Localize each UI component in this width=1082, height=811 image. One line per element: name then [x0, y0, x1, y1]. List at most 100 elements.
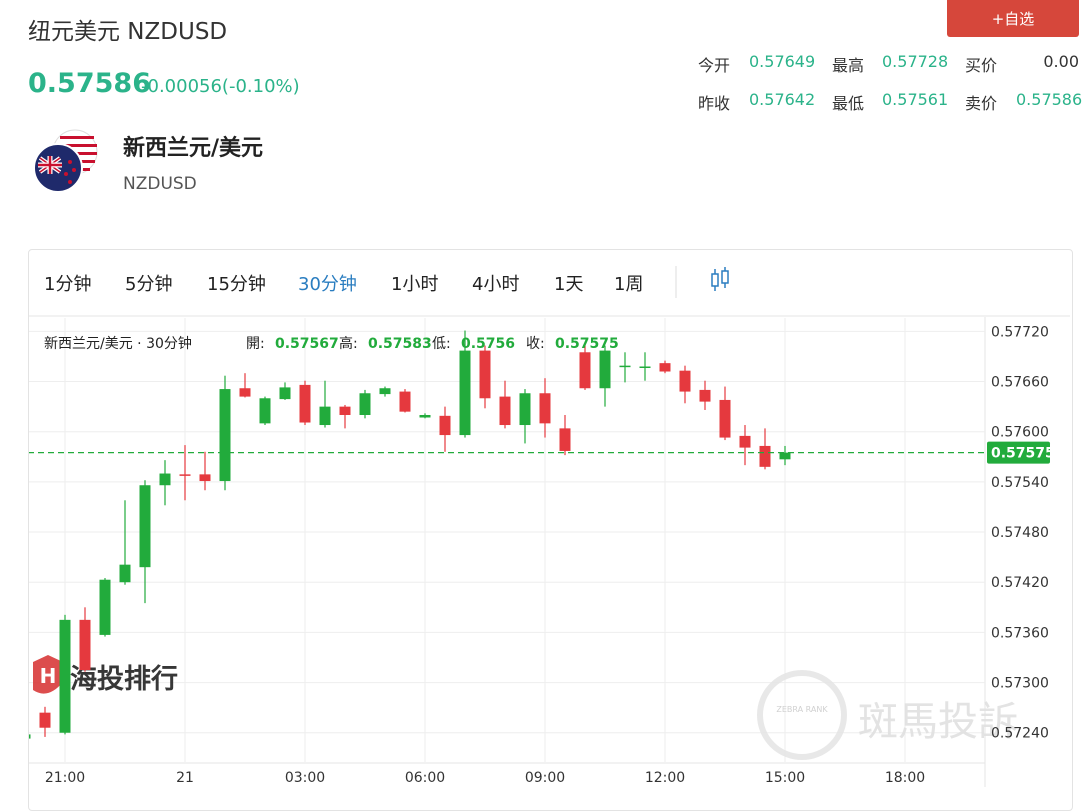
quote-label: 最高	[832, 56, 865, 75]
candlestick-chart: H 海投排行 ZEBRA RANK 斑馬投訴 新西兰元/美元 · 30分钟 開: 0…	[29, 315, 1070, 787]
chart-type-button[interactable]	[674, 266, 734, 298]
instrument-code: NZDUSD	[123, 174, 197, 194]
candle-body	[259, 398, 271, 424]
candle-body	[159, 473, 171, 486]
candle-body	[59, 619, 71, 733]
candle-body	[199, 474, 211, 482]
legend-value: 0.57567	[275, 336, 339, 352]
candle-body	[539, 393, 551, 424]
x-tick-label: 15:00	[765, 770, 805, 786]
legend-title: 新西兰元/美元 · 30分钟	[44, 335, 192, 352]
candle-body	[599, 350, 611, 389]
watermark-right: 斑馬投訴	[858, 699, 1018, 745]
interval-tab[interactable]: 1天	[554, 274, 584, 295]
last-price-label: 0.57575	[991, 446, 1055, 462]
candle-body	[79, 619, 91, 671]
candle-body	[479, 350, 491, 399]
candle-body	[619, 365, 631, 368]
candle-body	[179, 474, 191, 476]
logo-letter: H	[40, 664, 57, 688]
interval-tab[interactable]: 1周	[614, 274, 644, 295]
y-tick-label: 0.57240	[991, 726, 1049, 742]
candle-body	[29, 734, 31, 739]
x-tick-label: 12:00	[645, 770, 685, 786]
candle-body	[339, 406, 351, 415]
candle-body	[319, 406, 331, 426]
quote-label: 今开	[698, 56, 731, 75]
interval-tab[interactable]: 5分钟	[125, 274, 173, 295]
candle-body	[459, 350, 471, 436]
y-tick-label: 0.57540	[991, 475, 1049, 491]
interval-tab[interactable]: 30分钟	[298, 274, 357, 295]
candle-body	[119, 564, 131, 583]
candle-body	[679, 370, 691, 392]
x-tick-label: 03:00	[285, 770, 325, 786]
quote-value: 0.57642	[749, 90, 816, 109]
y-tick-label: 0.57720	[991, 324, 1049, 340]
y-tick-label: 0.57600	[991, 425, 1049, 441]
candle-body	[499, 396, 511, 426]
x-tick-label: 06:00	[405, 770, 445, 786]
watermark-badge	[757, 670, 847, 760]
legend-value: 0.57575	[555, 336, 619, 352]
instrument-name: 新西兰元/美元	[123, 136, 264, 161]
candle-body	[359, 393, 371, 415]
quote-value: 0.57649	[749, 52, 816, 71]
flag-icon	[33, 129, 98, 193]
candle-body	[739, 435, 751, 448]
candle-body	[39, 712, 51, 728]
candle-body	[719, 399, 731, 438]
candle-body	[639, 366, 651, 368]
candle-body	[399, 391, 411, 412]
legend-key: 高:	[339, 335, 358, 352]
y-tick-label: 0.57480	[991, 525, 1049, 541]
candle-body	[379, 388, 391, 395]
legend-value: 0.57583	[368, 336, 432, 352]
interval-tab[interactable]: 1小时	[391, 274, 439, 295]
candle-body	[519, 393, 531, 426]
x-tick-label: 09:00	[525, 770, 565, 786]
candle-body	[659, 363, 671, 372]
quote-label: 昨收	[698, 94, 731, 113]
quote-label: 买价	[965, 56, 998, 75]
last-price: 0.57586	[28, 68, 151, 99]
candle-body	[139, 485, 151, 568]
page-title: 纽元美元 NZDUSD	[28, 19, 228, 45]
candle-body	[219, 389, 231, 482]
interval-tab[interactable]: 4小时	[472, 274, 520, 295]
price-change: -0.00056(-0.10%)	[141, 76, 300, 97]
legend-key: 開:	[246, 336, 265, 352]
candle-body	[779, 452, 791, 460]
candle-body	[279, 387, 291, 400]
candle-body	[239, 388, 251, 397]
x-tick-label: 21	[176, 770, 194, 786]
quote-value: 0.00	[1043, 52, 1079, 71]
candle-body	[559, 428, 571, 451]
y-tick-label: 0.57420	[991, 575, 1049, 591]
interval-tab[interactable]: 15分钟	[207, 274, 266, 295]
x-tick-label: 18:00	[885, 770, 925, 786]
y-tick-label: 0.57300	[991, 676, 1049, 692]
candle-body	[759, 445, 771, 467]
interval-tab[interactable]: 1分钟	[44, 274, 92, 295]
legend-key: 收:	[526, 336, 545, 352]
candle-body	[579, 352, 591, 389]
y-tick-label: 0.57660	[991, 375, 1049, 391]
x-tick-label: 21:00	[45, 770, 85, 786]
y-tick-label: 0.57360	[991, 625, 1049, 641]
candle-body	[99, 579, 111, 635]
add-watchlist-button[interactable]: +自选	[947, 0, 1079, 37]
legend-value: 0.5756	[461, 336, 515, 352]
quote-value: 0.57586	[1016, 90, 1082, 109]
candle-body	[439, 415, 451, 436]
quote-value: 0.57728	[882, 52, 949, 71]
page: 纽元美元 NZDUSD 0.57586 -0.00056(-0.10%) +自选…	[28, 0, 1082, 811]
candle-body	[419, 414, 431, 418]
logo-shield	[33, 655, 63, 694]
quote-label: 最低	[832, 94, 865, 113]
quote-value: 0.57561	[882, 90, 949, 109]
last-price-tag	[987, 441, 1050, 464]
watermark-badge-text: ZEBRA RANK	[776, 705, 828, 714]
quote-label: 卖价	[965, 94, 998, 113]
candle-body	[699, 389, 711, 402]
